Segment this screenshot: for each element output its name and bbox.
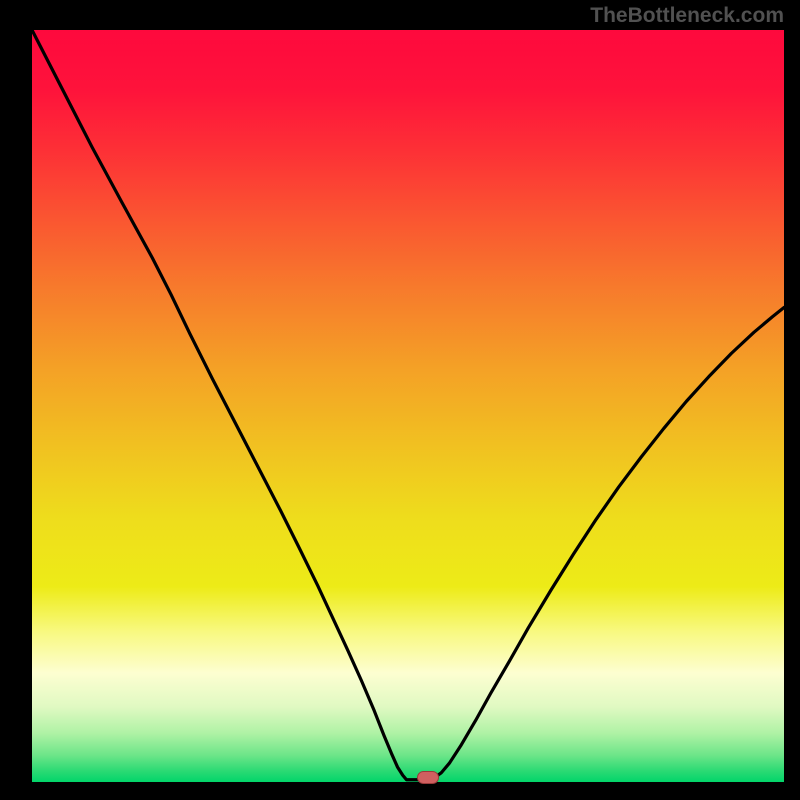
chart-background-gradient: [32, 30, 784, 782]
optimal-point-marker: [417, 771, 439, 784]
bottleneck-chart: [0, 0, 800, 800]
